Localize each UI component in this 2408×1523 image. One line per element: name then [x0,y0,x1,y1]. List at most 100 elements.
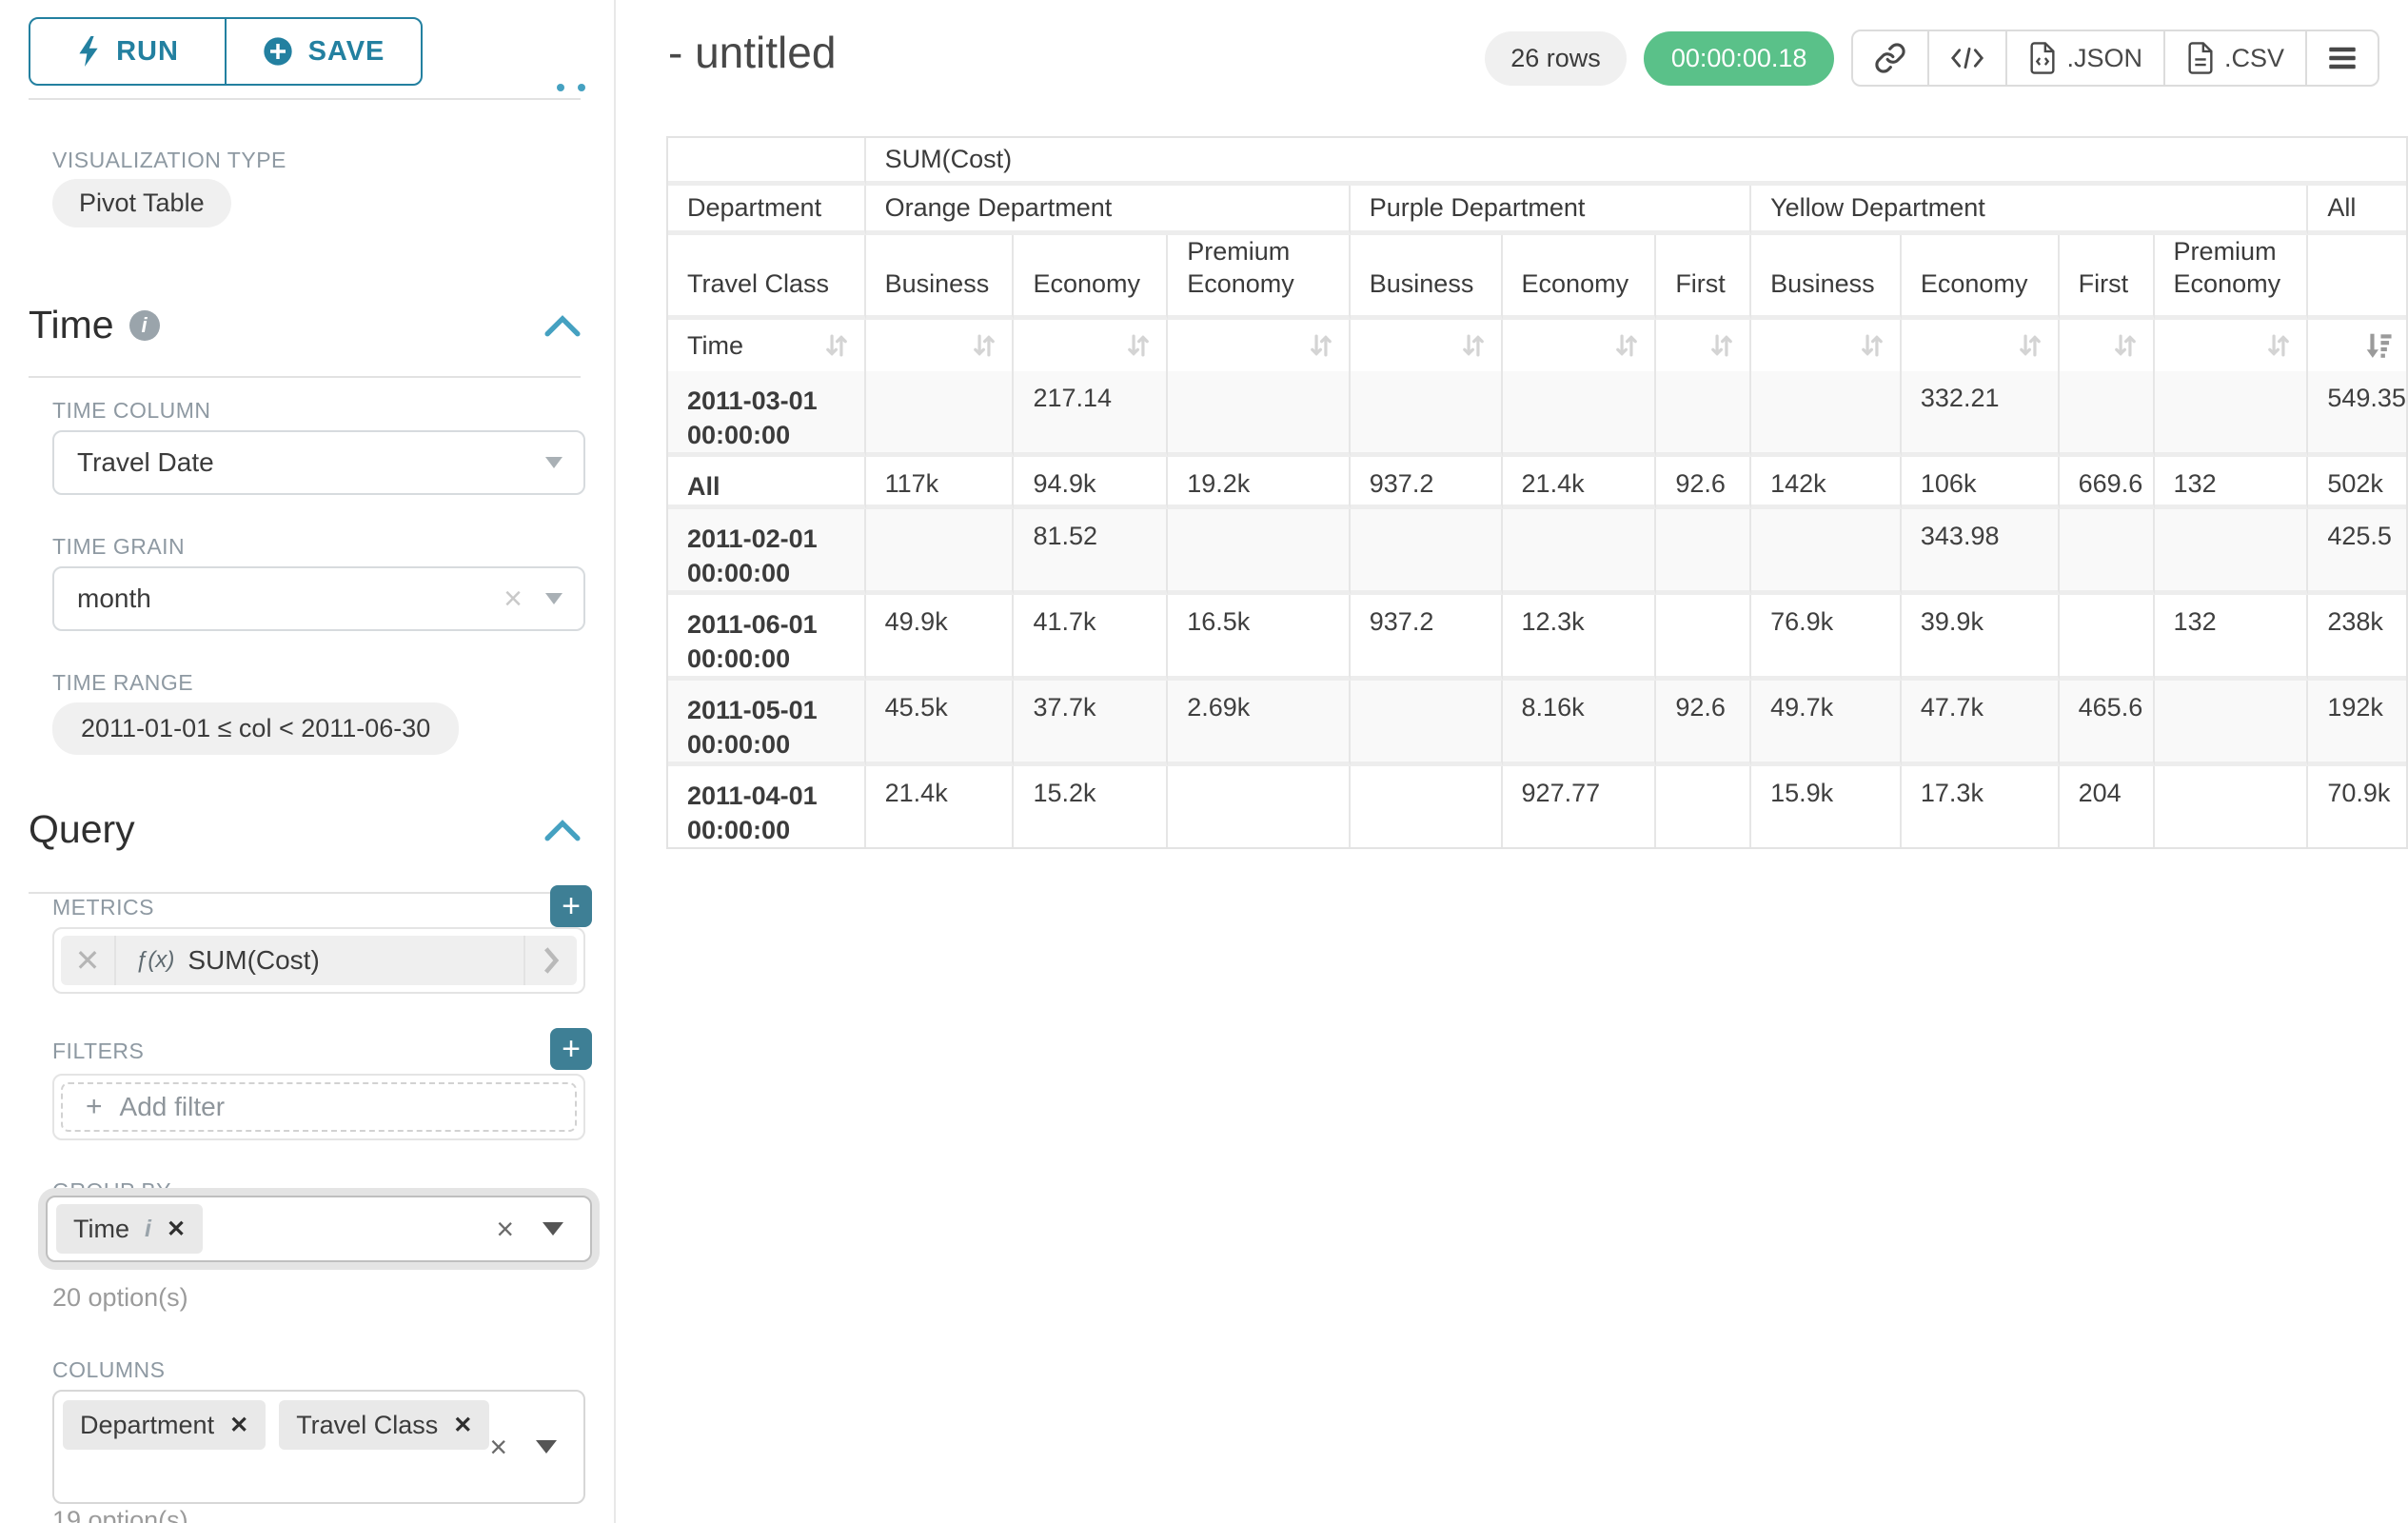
menu-button[interactable] [2307,31,2378,85]
chart-panel: - untitled 26 rows 00:00:00.18 [616,0,2408,1523]
remove-tag-icon[interactable]: ✕ [229,1412,249,1438]
run-button-label: RUN [116,35,179,67]
metric-pill: ✕ ƒ(x) SUM(Cost) [61,936,577,985]
column-sort-header[interactable] [2308,320,2406,371]
row-header: 2011-05-01 00:00:00 [668,681,866,766]
info-icon[interactable]: i [145,1215,151,1242]
department-header-row: Department Orange Department Purple Depart… [668,186,2406,235]
column-sort-header[interactable] [1168,320,1351,371]
run-button[interactable]: RUN [29,17,227,86]
value-cell: 2.69k [1168,681,1351,766]
value-cell [2154,509,2309,595]
pivot-table-container: SUM(Cost) Department Orange Department Purp… [666,136,2408,849]
column-header: Business [865,235,1015,320]
collapse-chevron-icon[interactable] [544,314,581,337]
export-button-group: .JSON .CSV [1851,30,2379,87]
filters-control: + Add filter [52,1074,585,1140]
query-section-heading: Query [29,807,135,852]
chevron-right-icon[interactable] [523,936,577,985]
save-button-label: SAVE [307,35,385,67]
json-file-icon [2030,42,2055,74]
plus-circle-icon [263,37,292,66]
chevron-down-icon[interactable] [545,457,563,468]
add-filter-button[interactable]: + Add filter [61,1082,577,1132]
value-cell [1168,509,1351,595]
time-grain-select[interactable]: month × [52,566,585,631]
columns-tag: Travel Class ✕ [279,1400,490,1450]
value-cell: 192k [2308,681,2406,766]
remove-metric-icon[interactable]: ✕ [61,936,116,985]
export-json-button[interactable]: .JSON [2007,31,2165,85]
column-dimension-label: Travel Class [668,235,866,320]
time-grain-value: month [77,583,151,613]
chevron-down-icon[interactable] [536,1440,557,1454]
filters-label: FILTERS [52,1038,145,1063]
value-cell [1656,509,1752,595]
column-sort-header[interactable] [1014,320,1169,371]
visualization-type-value[interactable]: Pivot Table [52,179,231,227]
value-cell: 425.5 [2308,509,2406,595]
value-cell: 927.77 [1502,766,1657,847]
column-dimension-label: Department [668,186,866,235]
time-range-label: TIME RANGE [52,670,194,695]
time-column-label: TIME COLUMN [52,398,211,423]
column-sort-header[interactable] [1502,320,1657,371]
sort-icon [2268,334,2290,357]
export-csv-button[interactable]: .CSV [2165,31,2307,85]
columns-options-hint: 19 option(s) [52,1506,188,1523]
chevron-down-icon[interactable] [543,1222,563,1236]
column-sort-header[interactable] [1350,320,1503,371]
sort-icon [1310,334,1332,357]
group-by-select[interactable]: Time i ✕ × [46,1196,592,1262]
time-column-select[interactable]: Travel Date [52,430,585,495]
chevron-clipped-dot [578,84,585,91]
remove-tag-icon[interactable]: ✕ [166,1216,187,1242]
group-by-options-hint: 20 option(s) [52,1283,188,1312]
chart-title[interactable]: - untitled [668,28,837,77]
collapse-chevron-icon[interactable] [544,819,581,841]
clear-icon[interactable]: × [496,1212,514,1246]
clear-icon[interactable]: × [489,1430,507,1464]
sort-desc-active-icon [2366,333,2392,358]
save-button[interactable]: SAVE [225,17,423,86]
row-dimension-sort-header[interactable]: Time [668,320,866,371]
column-sort-header[interactable] [2154,320,2309,371]
divider [29,376,581,378]
value-cell: 669.6 [2059,457,2155,509]
value-cell: 49.7k [1751,681,1902,766]
row-header: All [668,457,866,509]
column-sort-header[interactable] [1901,320,2060,371]
value-cell: 41.7k [1014,595,1169,681]
value-cell: 106k [1901,457,2060,509]
column-sort-header[interactable] [865,320,1015,371]
value-cell: 142k [1751,457,1902,509]
remove-tag-icon[interactable]: ✕ [453,1412,473,1438]
chevron-clipped-dot [557,84,564,91]
share-link-button[interactable] [1853,31,1930,85]
visualization-type-label: VISUALIZATION TYPE [52,148,286,172]
add-metric-button[interactable]: + [550,885,592,927]
value-cell: 117k [865,457,1015,509]
view-query-button[interactable] [1929,31,2008,85]
add-filter-plus-button[interactable]: + [550,1028,592,1070]
value-cell: 76.9k [1751,595,1902,681]
info-icon[interactable]: i [128,309,160,341]
value-cell: 343.98 [1901,509,2060,595]
column-sort-header[interactable] [1656,320,1752,371]
time-range-value[interactable]: 2011-01-01 ≤ col < 2011-06-30 [52,702,460,755]
chevron-down-icon[interactable] [545,593,563,604]
sort-icon [1711,334,1732,357]
columns-select[interactable]: Department ✕ Travel Class ✕ × [52,1390,585,1504]
column-sort-header[interactable] [2059,320,2155,371]
csv-file-icon [2188,42,2213,74]
metric-pill-body[interactable]: ƒ(x) SUM(Cost) [116,945,523,976]
clear-icon[interactable]: × [503,581,523,617]
column-group-header: Yellow Department [1751,186,2309,235]
column-sort-header[interactable] [1751,320,1902,371]
value-cell [1168,371,1351,457]
value-cell: 465.6 [2059,681,2155,766]
column-header: Economy [1014,235,1169,320]
sort-header-row: Time [668,320,2406,371]
column-header: Premium Economy [2154,235,2309,320]
value-cell [2059,595,2155,681]
